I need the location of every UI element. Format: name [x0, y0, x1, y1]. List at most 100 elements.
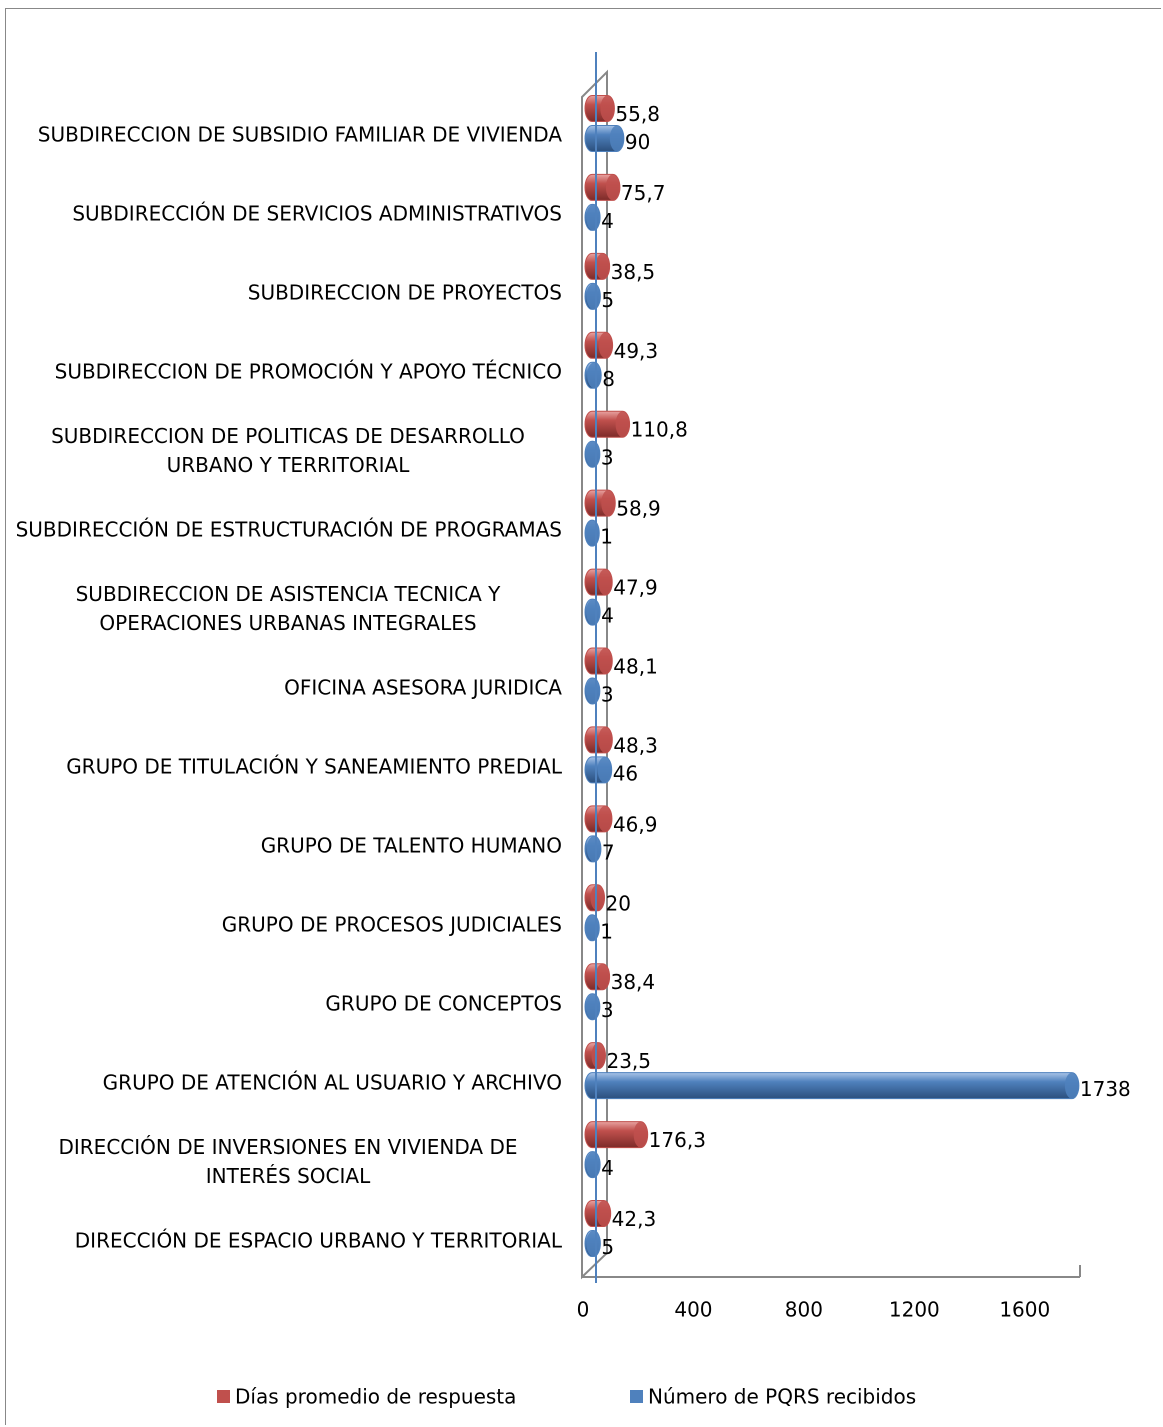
y-tick-label: SUBDIRECCION DE SUBSIDIO FAMILIAR DE VIV… — [37, 122, 562, 147]
bar-cap — [598, 648, 613, 674]
bar-cap — [595, 253, 610, 280]
value-label: 4 — [601, 209, 614, 233]
x-tick-label: 0 — [577, 1298, 590, 1322]
bar-cap — [586, 1230, 601, 1257]
bar-cap — [591, 1042, 606, 1069]
category-label-box: SUBDIRECCION DE PROMOCIÓN Y APOYO TÉCNIC… — [55, 358, 562, 387]
value-label: 38,5 — [611, 260, 656, 284]
category-label-box: GRUPO DE PROCESOS JUDICIALES — [222, 910, 562, 939]
value-label: 23,5 — [606, 1049, 651, 1073]
y-tick-label: SUBDIRECCIÓN DE SERVICIOS ADMINISTRATIVO… — [72, 201, 562, 226]
value-label: 90 — [625, 130, 650, 154]
value-label: 5 — [601, 288, 614, 312]
category-label-box: GRUPO DE TALENTO HUMANO — [261, 831, 562, 860]
category-label-box: SUBDIRECCIÓN DE ESTRUCTURACIÓN DE PROGRA… — [16, 516, 562, 545]
category-label-box: SUBDIRECCION DE POLITICAS DE DESARROLLO … — [14, 422, 562, 480]
chart-frame — [5, 8, 1161, 1425]
bar-cap — [605, 174, 620, 201]
value-label: 58,9 — [616, 497, 661, 521]
category-label-box: GRUPO DE CONCEPTOS — [325, 989, 562, 1018]
bar-cap — [595, 963, 610, 990]
bar-cap — [1064, 1072, 1079, 1099]
value-label: 46 — [613, 761, 638, 785]
value-label: 4 — [601, 1156, 614, 1180]
category-label-box: DIRECCIÓN DE INVERSIONES EN VIVIENDA DE … — [14, 1133, 562, 1191]
y-tick-label: SUBDIRECCIÓN DE ESTRUCTURACIÓN DE PROGRA… — [15, 517, 562, 542]
value-label: 4 — [601, 604, 614, 628]
x-tick-label: 1200 — [889, 1298, 940, 1322]
bar-cap — [587, 362, 602, 389]
y-tick-label: GRUPO DE CONCEPTOS — [325, 991, 562, 1016]
category-label-box: SUBDIRECCION DE ASISTENCIA TECNICA Y OPE… — [14, 580, 562, 638]
value-label: 8 — [602, 367, 615, 391]
value-label: 110,8 — [631, 418, 688, 442]
bar-cap — [586, 1151, 601, 1178]
y-tick-label: SUBDIRECCION DE PROMOCIÓN Y APOYO TÉCNIC… — [54, 359, 562, 384]
value-label: 5 — [601, 1235, 614, 1259]
y-tick-label: DIRECCIÓN DE INVERSIONES EN VIVIENDA DE … — [58, 1134, 518, 1188]
x-tick-label: 800 — [785, 1298, 823, 1322]
y-tick-label: OFICINA ASESORA JURIDICA — [284, 675, 562, 700]
legend-label: Número de PQRS recibidos — [648, 1385, 916, 1409]
value-label: 49,3 — [614, 339, 659, 363]
bar-cap — [585, 993, 600, 1020]
y-tick-label: SUBDIRECCION DE ASISTENCIA TECNICA Y OPE… — [75, 582, 501, 636]
category-label-box: GRUPO DE TITULACIÓN Y SANEAMIENTO PREDIA… — [66, 752, 562, 781]
y-tick-label: GRUPO DE ATENCIÓN AL USUARIO Y ARCHIVO — [102, 1070, 562, 1095]
y-tick-label: GRUPO DE TALENTO HUMANO — [260, 833, 562, 858]
value-label: 46,9 — [613, 812, 658, 836]
bar-cap — [597, 756, 612, 783]
back-wall — [581, 69, 608, 1280]
value-label: 38,4 — [611, 970, 656, 994]
y-tick-label: GRUPO DE TITULACIÓN Y SANEAMIENTO PREDIA… — [66, 754, 562, 779]
y-tick-label: DIRECCIÓN DE ESPACIO URBANO Y TERRITORIA… — [74, 1228, 562, 1253]
bar — [584, 1072, 1080, 1100]
value-label: 1738 — [1080, 1077, 1131, 1101]
value-label: 48,1 — [613, 655, 658, 679]
bar-cap — [585, 441, 600, 468]
value-label: 3 — [601, 683, 614, 707]
bar-cap — [596, 1200, 611, 1227]
value-label: 3 — [601, 446, 614, 470]
legend-swatch — [217, 1390, 230, 1403]
bar-cap — [615, 411, 630, 438]
bar-cap — [597, 805, 612, 832]
bar-cap — [586, 204, 601, 231]
y-tick-label: SUBDIRECCION DE POLITICAS DE DESARROLLO … — [51, 424, 525, 478]
y-tick-label: GRUPO DE PROCESOS JUDICIALES — [221, 912, 562, 937]
x-tick-label: 400 — [674, 1298, 712, 1322]
bar-cap — [609, 125, 624, 152]
value-label: 47,9 — [613, 576, 658, 600]
legend-swatch — [630, 1390, 643, 1403]
bar-cap — [590, 884, 605, 911]
x-tick-label: 1600 — [999, 1298, 1050, 1322]
value-label: 3 — [601, 998, 614, 1022]
bar-cap — [586, 283, 601, 310]
category-label-box: GRUPO DE ATENCIÓN AL USUARIO Y ARCHIVO — [103, 1068, 562, 1097]
value-label: 1 — [600, 919, 613, 943]
bar-cap — [585, 520, 600, 547]
bar-cap — [601, 490, 616, 517]
value-label: 55,8 — [615, 102, 660, 126]
bar-cap — [600, 95, 615, 122]
category-label-box: DIRECCIÓN DE ESPACIO URBANO Y TERRITORIA… — [75, 1226, 562, 1255]
value-label: 7 — [602, 840, 615, 864]
y-tick-label: SUBDIRECCION DE PROYECTOS — [247, 280, 562, 305]
value-label: 1 — [600, 525, 613, 549]
value-label: 48,3 — [613, 733, 658, 757]
category-label-box: SUBDIRECCION DE SUBSIDIO FAMILIAR DE VIV… — [38, 121, 562, 150]
category-label-box: SUBDIRECCIÓN DE SERVICIOS ADMINISTRATIVO… — [72, 200, 562, 229]
category-label-box: SUBDIRECCION DE PROYECTOS — [248, 279, 562, 308]
value-label: 20 — [606, 891, 631, 915]
bar-cap — [598, 332, 613, 359]
value-label: 75,7 — [621, 181, 666, 205]
bar-cap — [585, 678, 600, 704]
bar-cap — [585, 914, 600, 941]
category-label-box: OFICINA ASESORA JURIDICA — [284, 674, 562, 703]
value-label: 42,3 — [612, 1207, 657, 1231]
bar-cap — [598, 726, 613, 753]
bar-cap — [598, 569, 613, 596]
value-label: 176,3 — [649, 1128, 706, 1152]
